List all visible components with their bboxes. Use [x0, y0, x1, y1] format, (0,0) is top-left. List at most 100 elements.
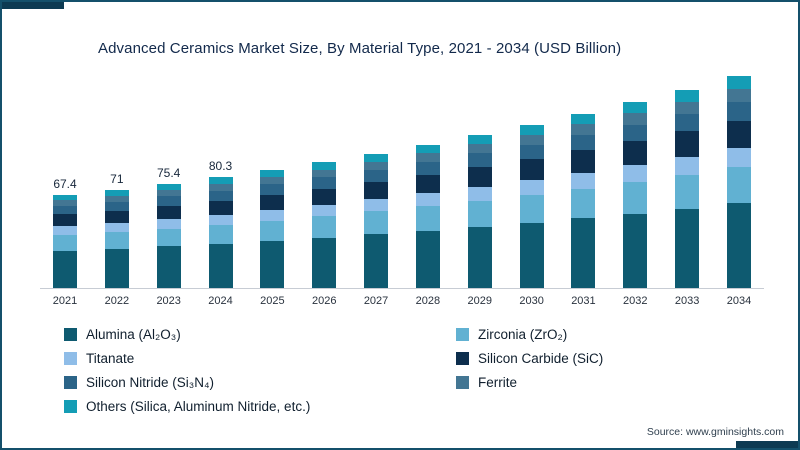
- bar-segment: [726, 89, 751, 102]
- chart-title: Advanced Ceramics Market Size, By Materi…: [98, 40, 622, 57]
- bar-segment: [623, 113, 648, 125]
- bar-segment: [467, 166, 492, 187]
- bar-value-label: 71: [110, 172, 124, 187]
- bar-segment: [104, 248, 129, 288]
- bar-segment: [675, 113, 700, 132]
- stacked-bar-2029: [467, 134, 492, 288]
- bar-segment: [104, 190, 129, 196]
- stacked-bar-2027: [364, 153, 389, 288]
- bar-segment: [571, 150, 596, 173]
- stacked-bar-2026: [312, 162, 337, 288]
- legend-label: Ferrite: [478, 375, 518, 390]
- bar-segment: [726, 203, 751, 288]
- bar-segment: [467, 143, 492, 154]
- bar-segment: [623, 165, 648, 183]
- stacked-bar-2030: [519, 124, 544, 288]
- bar-column: 80.3: [200, 159, 242, 288]
- bar-segment: [53, 250, 77, 288]
- bar-column: [511, 107, 553, 288]
- bar-column: [718, 58, 760, 288]
- bar-segment: [53, 214, 77, 227]
- bar-segment: [571, 172, 596, 189]
- bar-segment: [208, 224, 233, 244]
- bar-segment: [260, 210, 285, 221]
- bar-segment: [519, 222, 544, 288]
- x-axis-label: 2026: [311, 295, 337, 307]
- bar-segment: [675, 89, 700, 102]
- bar-segment: [519, 144, 544, 160]
- bar-segment: [260, 220, 285, 241]
- bar-segment: [623, 141, 648, 166]
- bar-segment: [415, 161, 440, 175]
- stacked-bar-2032: [623, 102, 648, 288]
- bar-segment: [53, 205, 77, 215]
- x-axis-label: 2027: [363, 295, 389, 307]
- bar-column: [666, 72, 708, 288]
- bar-segment: [726, 148, 751, 168]
- bar-column: [614, 84, 656, 288]
- bar-segment: [208, 177, 233, 185]
- bar-segment: [675, 101, 700, 114]
- bar-segment: [364, 161, 389, 170]
- bar-segment: [519, 195, 544, 223]
- bar-segment: [312, 216, 337, 238]
- bar-segment: [623, 182, 648, 214]
- bar-segment: [519, 124, 544, 135]
- bar-segment: [312, 169, 337, 178]
- x-axis-label: 2024: [208, 295, 233, 307]
- bar-segment: [104, 195, 129, 202]
- x-axis-label: 2028: [415, 295, 441, 307]
- x-axis-label: 2025: [260, 295, 285, 307]
- bar-segment: [415, 193, 440, 207]
- legend-label: Zirconia (ZrO₂): [478, 327, 568, 342]
- bar-segment: [156, 228, 181, 247]
- bar-segment: [364, 181, 389, 200]
- bar-segment: [260, 177, 285, 185]
- bar-segment: [571, 113, 596, 125]
- legend-item: Silicon Nitride (Si₃N₄): [64, 375, 456, 390]
- x-axis-label: 2033: [674, 295, 700, 307]
- bar-segment: [104, 223, 129, 233]
- bar-segment: [208, 243, 233, 288]
- legend-swatch: [64, 328, 77, 341]
- bar-segment: [415, 206, 440, 231]
- legend-label: Titanate: [86, 351, 135, 366]
- bar-segment: [104, 232, 129, 249]
- legend-item: Silicon Carbide (SiC): [456, 351, 798, 366]
- bar-segment: [312, 204, 337, 217]
- x-axis-label: 2032: [623, 295, 648, 307]
- x-axis-label: 2023: [156, 295, 181, 307]
- x-axis-labels: 2021 2022 2023 2024 2025 2026 2027 2028 2029 2030…: [40, 289, 764, 307]
- stacked-bar-2028: [415, 144, 440, 288]
- x-axis-label: 2022: [104, 295, 130, 307]
- stacked-bar-2034: [726, 76, 751, 288]
- chart-legend: Alumina (Al₂O₃) Zirconia (ZrO₂) Titanate Si…: [64, 327, 798, 414]
- bar-segment: [726, 76, 751, 90]
- bar-value-label: 67.4: [53, 177, 77, 192]
- bar-column: 71: [96, 172, 138, 288]
- bar-segment: [156, 219, 181, 229]
- bar-column: [303, 144, 345, 288]
- bar-segment: [415, 174, 440, 194]
- stacked-bar-2021: [53, 195, 77, 288]
- bar-segment: [675, 157, 700, 176]
- legend-swatch: [456, 328, 469, 341]
- stacked-bar-2022: [104, 190, 129, 288]
- x-axis-label: 2021: [52, 295, 78, 307]
- bar-segment: [467, 186, 492, 201]
- frame-accent-bottom-right: [736, 441, 798, 448]
- bar-segment: [104, 201, 129, 211]
- bar-segment: [571, 218, 596, 288]
- bar-segment: [312, 177, 337, 189]
- bar-segment: [726, 120, 751, 149]
- bar-segment: [53, 226, 77, 235]
- x-axis-label: 2029: [467, 295, 492, 307]
- legend-label: Silicon Carbide (SiC): [478, 351, 604, 366]
- bar-value-label: 75.4: [157, 165, 181, 180]
- bar-segment: [623, 213, 648, 288]
- bar-segment: [623, 102, 648, 114]
- bar-segment: [156, 246, 181, 288]
- bar-segment: [519, 134, 544, 145]
- bar-column: [407, 127, 449, 288]
